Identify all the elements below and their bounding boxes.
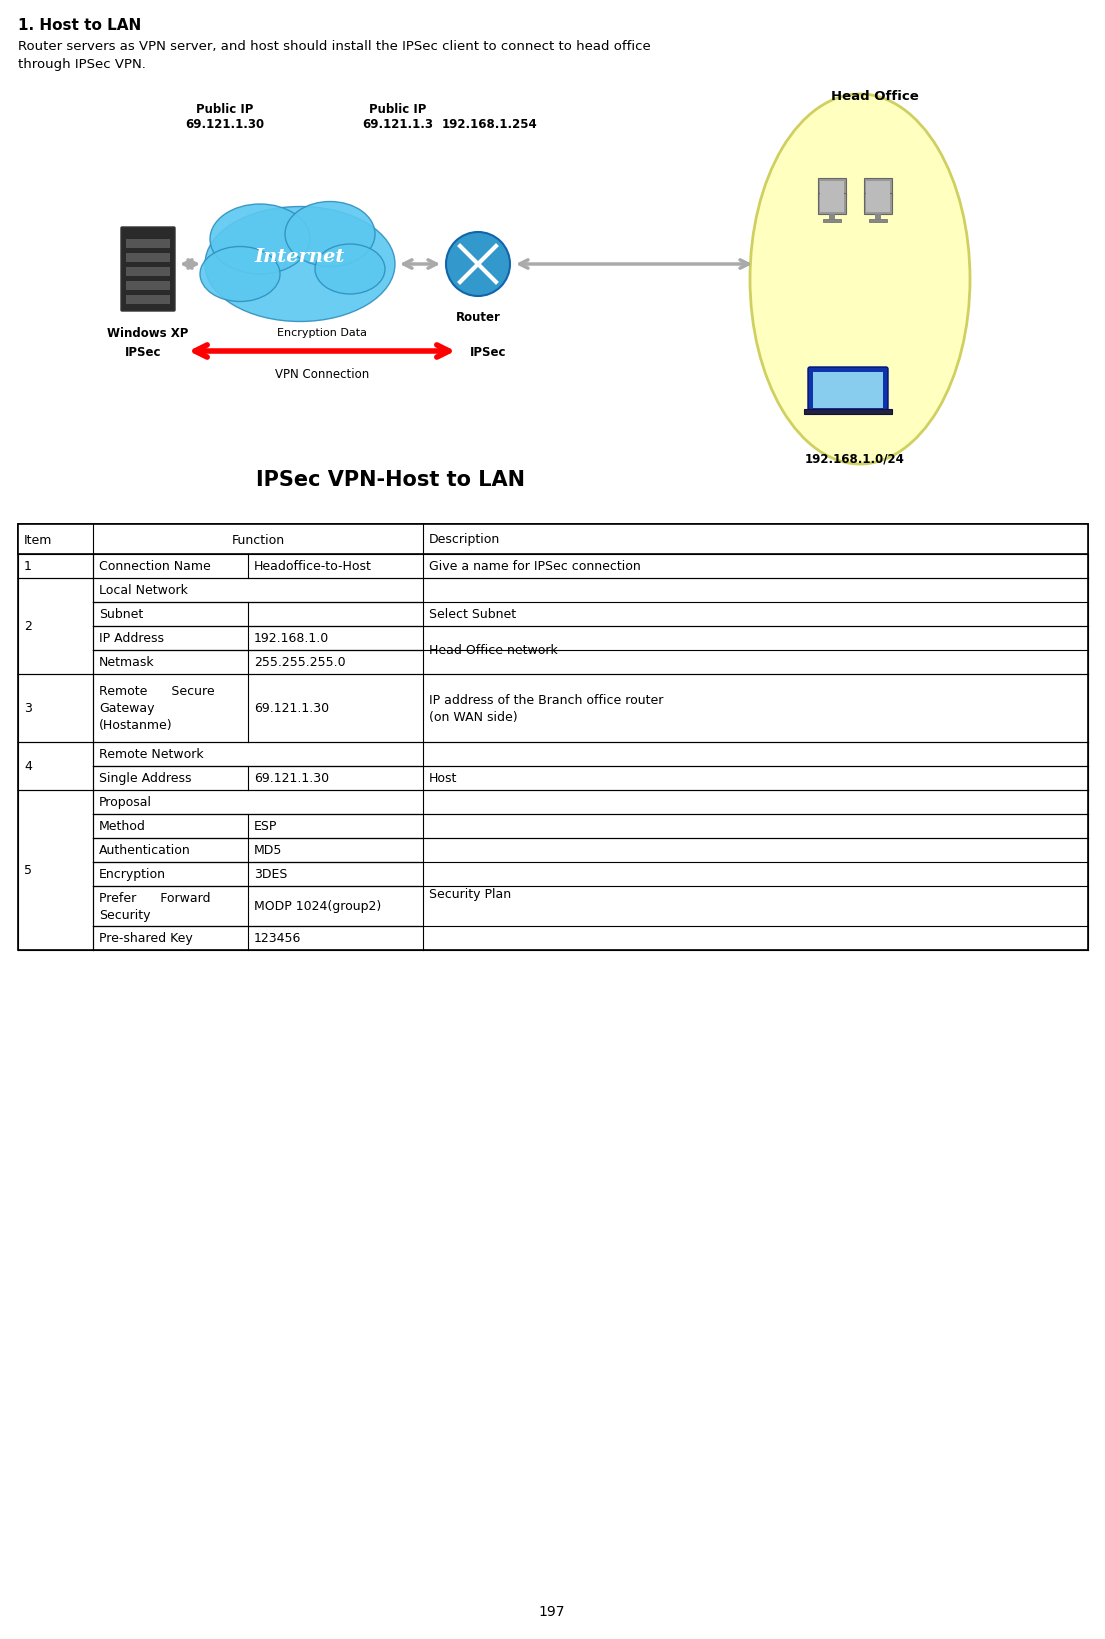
Ellipse shape <box>750 95 970 465</box>
Text: Subnet: Subnet <box>99 608 144 621</box>
Bar <box>126 295 170 305</box>
Bar <box>126 267 170 277</box>
Text: Pre-shared Key: Pre-shared Key <box>99 933 192 946</box>
Ellipse shape <box>210 205 311 275</box>
Text: 255.255.255.0: 255.255.255.0 <box>254 656 346 669</box>
Ellipse shape <box>206 208 394 323</box>
Bar <box>823 205 841 208</box>
Text: Encryption: Encryption <box>99 869 166 882</box>
Text: Internet: Internet <box>255 247 345 266</box>
FancyBboxPatch shape <box>122 228 175 311</box>
Text: Headoffice-to-Host: Headoffice-to-Host <box>254 561 372 574</box>
Ellipse shape <box>315 244 385 295</box>
Text: 192.168.1.0: 192.168.1.0 <box>254 633 329 646</box>
Bar <box>865 197 891 213</box>
Bar <box>820 197 844 213</box>
Text: Prefer      Forward
Security: Prefer Forward Security <box>99 892 210 921</box>
Text: MD5: MD5 <box>254 844 283 857</box>
Text: VPN Connection: VPN Connection <box>275 367 369 380</box>
Bar <box>804 410 892 415</box>
Text: ESP: ESP <box>254 820 277 833</box>
Text: Remote Network: Remote Network <box>99 747 203 760</box>
Text: Description: Description <box>429 533 501 546</box>
Text: IP Address: IP Address <box>99 633 164 646</box>
Bar <box>865 182 891 198</box>
Text: 69.121.1.3: 69.121.1.3 <box>362 118 433 131</box>
Text: 69.121.1.30: 69.121.1.30 <box>186 118 264 131</box>
Bar <box>869 205 887 208</box>
Bar <box>869 220 887 223</box>
Text: 69.121.1.30: 69.121.1.30 <box>254 772 329 785</box>
Ellipse shape <box>200 247 280 302</box>
Text: IP address of the Branch office router
(on WAN side): IP address of the Branch office router (… <box>429 693 663 723</box>
Bar <box>126 282 170 290</box>
Bar <box>829 200 835 205</box>
Bar <box>18 524 1088 554</box>
Text: MODP 1024(group2): MODP 1024(group2) <box>254 900 381 913</box>
Text: 2: 2 <box>24 620 32 633</box>
Text: Encryption Data: Encryption Data <box>277 328 367 338</box>
Text: 3: 3 <box>24 701 32 715</box>
Text: 69.121.1.30: 69.121.1.30 <box>254 701 329 715</box>
Text: Authentication: Authentication <box>99 844 191 857</box>
Text: Public IP: Public IP <box>197 103 254 116</box>
Text: Host: Host <box>429 772 457 785</box>
FancyBboxPatch shape <box>808 367 888 413</box>
Text: 3DES: 3DES <box>254 869 287 882</box>
Text: Security Plan: Security Plan <box>429 888 512 901</box>
Circle shape <box>446 233 511 297</box>
Text: IPSec: IPSec <box>125 346 161 359</box>
Text: Item: Item <box>24 533 52 546</box>
Bar <box>864 193 892 215</box>
Text: Function: Function <box>231 533 285 546</box>
Text: Router servers as VPN server, and host should install the IPSec client to connec: Router servers as VPN server, and host s… <box>18 39 651 70</box>
Bar <box>818 193 846 215</box>
Text: Proposal: Proposal <box>99 797 152 810</box>
Text: Remote      Secure
Gateway
(Hostanme): Remote Secure Gateway (Hostanme) <box>99 685 214 733</box>
Text: 192.168.1.0/24: 192.168.1.0/24 <box>806 452 905 465</box>
Ellipse shape <box>285 202 375 267</box>
Text: Select Subnet: Select Subnet <box>429 608 516 621</box>
Text: IPSec VPN-Host to LAN: IPSec VPN-Host to LAN <box>255 470 525 490</box>
Bar <box>126 254 170 262</box>
Bar <box>829 215 835 220</box>
Text: IPSec: IPSec <box>470 346 506 359</box>
Text: 1: 1 <box>24 561 32 574</box>
Bar <box>18 524 1088 951</box>
Text: Local Network: Local Network <box>99 583 188 597</box>
Bar <box>875 215 881 220</box>
Text: Netmask: Netmask <box>99 656 155 669</box>
Bar <box>875 200 881 205</box>
Text: Method: Method <box>99 820 146 833</box>
Text: 4: 4 <box>24 760 32 774</box>
Text: 5: 5 <box>24 864 32 877</box>
Text: Windows XP: Windows XP <box>107 326 189 339</box>
Text: Connection Name: Connection Name <box>99 561 211 574</box>
Bar <box>823 220 841 223</box>
Bar <box>820 182 844 198</box>
Text: Give a name for IPSec connection: Give a name for IPSec connection <box>429 561 641 574</box>
Text: Single Address: Single Address <box>99 772 191 785</box>
Bar <box>126 239 170 249</box>
Text: 123456: 123456 <box>254 933 302 946</box>
Bar <box>818 179 846 200</box>
Text: Head Office network: Head Office network <box>429 644 558 657</box>
Bar <box>813 372 883 408</box>
Text: 192.168.1.254: 192.168.1.254 <box>442 118 538 131</box>
Text: 197: 197 <box>539 1605 566 1618</box>
Text: Router: Router <box>455 311 501 325</box>
Text: 1. Host to LAN: 1. Host to LAN <box>18 18 141 33</box>
Text: Public IP: Public IP <box>369 103 427 116</box>
Bar <box>864 179 892 200</box>
Text: Head Office: Head Office <box>831 90 919 103</box>
